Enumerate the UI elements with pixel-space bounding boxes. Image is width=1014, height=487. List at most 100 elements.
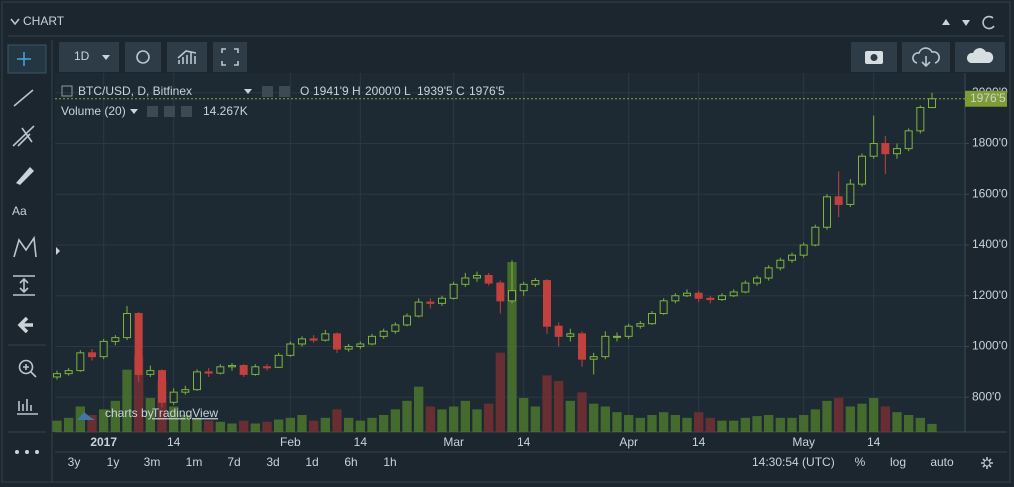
measure-ruler-tool[interactable] (17, 399, 38, 415)
candle-body (776, 259, 785, 269)
scale-option[interactable]: % (855, 455, 866, 469)
range-button[interactable]: 1m (186, 455, 203, 469)
candle-body (671, 295, 680, 302)
range-button[interactable]: 3y (68, 455, 81, 469)
volume-bar (670, 415, 680, 432)
volume-remove[interactable] (181, 106, 192, 117)
volume-bar (775, 417, 785, 432)
zoom-tool[interactable] (18, 359, 34, 375)
collapse-caret[interactable] (10, 18, 20, 26)
volume-bar (472, 409, 482, 432)
y-tick-label: 1600'0 (972, 186, 1008, 200)
volume-bar (169, 406, 179, 432)
refresh[interactable] (982, 15, 995, 30)
range-button[interactable]: 6h (344, 455, 357, 469)
candle-body (99, 340, 108, 358)
candle-body (379, 330, 388, 337)
volume-bar (414, 386, 424, 432)
range-button[interactable]: 1y (107, 455, 120, 469)
candle-body (403, 315, 411, 326)
hide-tools[interactable] (56, 247, 60, 255)
range-button[interactable]: 3d (266, 455, 279, 469)
volume-settings[interactable] (164, 106, 175, 117)
panel-title: CHART (23, 14, 65, 28)
volume-bar (542, 375, 552, 432)
volume-bar (204, 420, 214, 432)
volume-bar (904, 415, 914, 432)
range-button[interactable]: 1d (305, 455, 318, 469)
volume-visibility[interactable] (147, 106, 158, 117)
volume-caret[interactable] (130, 109, 138, 114)
ohlc-value: 1939'5 (417, 84, 453, 98)
collapse-legend[interactable] (61, 85, 73, 97)
candle-body (519, 283, 528, 292)
candle-body (928, 98, 936, 109)
volume-bar (484, 403, 494, 432)
settings-button[interactable] (125, 42, 161, 72)
volume-bar (215, 421, 225, 432)
fullscreen-button[interactable] (213, 42, 247, 72)
candle-body (239, 365, 248, 375)
volume-bar (425, 406, 435, 432)
candle-body (274, 354, 283, 368)
volume-bar (180, 415, 190, 432)
candle-body (753, 277, 761, 284)
move-up[interactable] (942, 19, 950, 25)
candle-body (473, 274, 481, 279)
ohlc-key: L (404, 84, 411, 98)
range-button[interactable]: 3m (144, 455, 161, 469)
candle-body (216, 366, 225, 374)
volume-bar (285, 417, 295, 432)
more-tools[interactable] (15, 450, 19, 454)
tradingview-logo (77, 412, 95, 420)
candle-body (636, 323, 645, 327)
volume-bar (659, 412, 669, 432)
volume-bar (880, 406, 890, 432)
volume-bar (262, 421, 272, 432)
x-tick-label: 14 (354, 435, 368, 449)
scale-option[interactable]: log (890, 455, 906, 469)
trendline-tool[interactable] (13, 89, 34, 107)
candle-body (111, 337, 120, 342)
volume-bar (192, 417, 202, 432)
volume-bar (810, 409, 820, 432)
candle-body (169, 391, 178, 403)
range-button[interactable]: 1h (383, 455, 396, 469)
series-settings[interactable] (279, 86, 290, 97)
watermark-brand[interactable]: TradingView (152, 406, 218, 420)
brush-tool[interactable] (16, 167, 34, 185)
more-tools-dot (35, 450, 39, 454)
ohlc-key: O (300, 84, 309, 98)
text-tool[interactable]: Aa (12, 204, 27, 218)
volume-bar (297, 415, 307, 432)
series-visibility[interactable] (262, 86, 273, 97)
measure-tool[interactable] (13, 275, 35, 296)
ohlc-value: 2000'0 (365, 84, 401, 98)
volume-bar (122, 369, 132, 432)
candle-body (298, 338, 306, 345)
volume-bar (554, 381, 564, 432)
pattern-tool[interactable] (13, 235, 37, 258)
volume-bar (612, 412, 622, 432)
candle-body (694, 292, 703, 299)
scale-option[interactable]: auto (930, 455, 954, 469)
candle-body (543, 280, 551, 327)
candle-body (158, 370, 166, 403)
candle-body (181, 389, 190, 393)
volume-bar (705, 417, 715, 432)
volume-bar (87, 415, 97, 432)
volume-bar (134, 355, 144, 432)
range-button[interactable]: 7d (227, 455, 240, 469)
interval-button[interactable] (59, 42, 119, 72)
last-price-box (965, 90, 1007, 107)
pitchfork-tool[interactable] (12, 125, 35, 147)
remove-tool[interactable] (17, 316, 33, 334)
move-down[interactable] (962, 20, 970, 26)
y-tick-label: 800'0 (972, 389, 1001, 403)
candle-body (613, 335, 621, 338)
volume-bar (752, 416, 762, 432)
symbol-caret[interactable] (244, 89, 252, 94)
volume-bar (367, 417, 377, 432)
volume-bar (239, 420, 249, 432)
